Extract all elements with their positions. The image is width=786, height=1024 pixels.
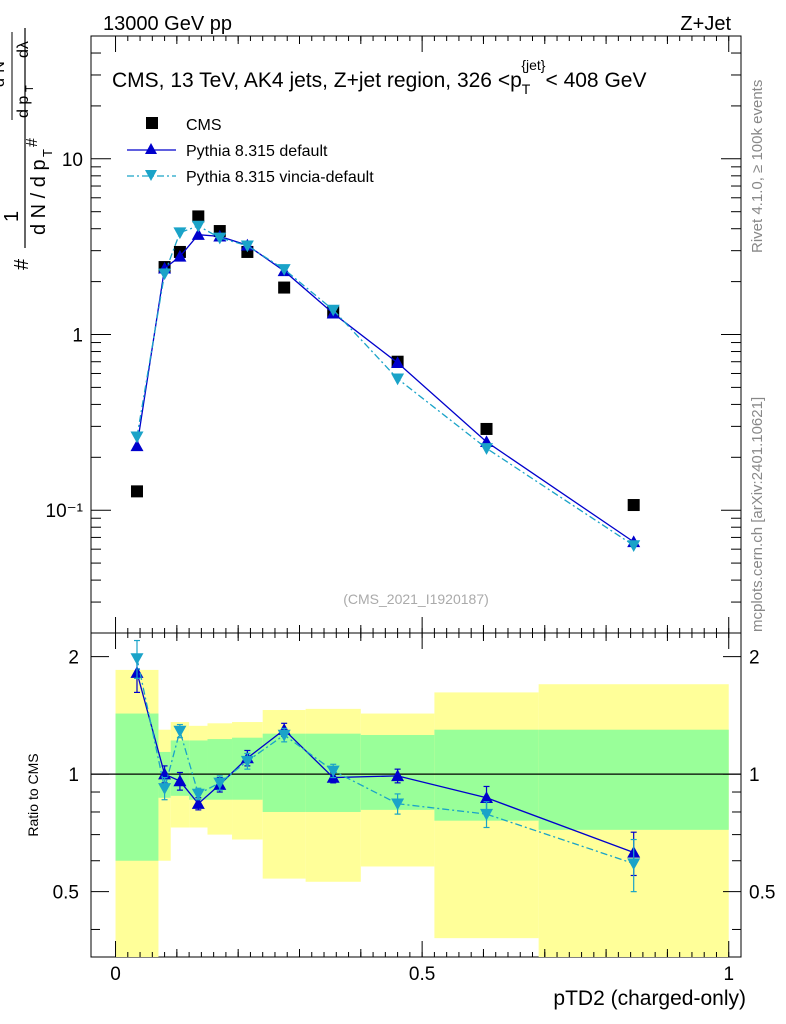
- svg-text:#: #: [11, 258, 33, 270]
- analysis-watermark: (CMS_2021_I1920187): [343, 591, 489, 607]
- header-right-label: Z+Jet: [680, 13, 731, 35]
- vincia-ratio-point: [391, 798, 405, 811]
- ratio-band-green: [538, 729, 729, 830]
- ratio-y-tick-label: 0.5: [53, 883, 79, 904]
- main-series-curves: [130, 210, 641, 552]
- vincia-data-point: [326, 304, 340, 317]
- vincia-data-point: [213, 232, 227, 245]
- default-data-point: [191, 228, 205, 240]
- default-ratio-point: [191, 797, 205, 809]
- legend-marker-cms: [146, 117, 158, 129]
- ratio-y-tick-label-right: 0.5: [749, 883, 775, 904]
- legend-marker-default: [145, 143, 157, 154]
- vincia-data-point: [191, 220, 205, 233]
- default-ratio-point: [391, 769, 405, 782]
- x-axis-label: pTD2 (charged-only): [553, 987, 746, 1010]
- cms-data-point: [130, 485, 143, 498]
- vincia-data-point: [277, 264, 291, 276]
- vincia-ratio-point: [240, 755, 254, 768]
- ratio-y-tick-label: 2: [68, 648, 79, 669]
- mcplots-label: mcplots.cern.ch [arXiv:2401.10621]: [749, 397, 766, 632]
- ratio-band-green: [262, 733, 306, 812]
- cms-data-point: [480, 422, 493, 435]
- svg-text:d²N: d²N: [0, 61, 8, 87]
- vincia-data-point: [173, 227, 187, 240]
- vincia-ratio-point: [326, 765, 340, 778]
- default-ratio-point: [173, 774, 187, 787]
- vincia-ratio-point: [158, 783, 172, 795]
- main-y-tick-label: 10: [62, 150, 83, 171]
- default-ratio-point: [480, 791, 494, 803]
- ratio-band-green: [115, 713, 159, 861]
- ratio-uncertainty-bands: [91, 669, 741, 957]
- ratio-band-green: [170, 740, 190, 796]
- svg-text:T: T: [40, 149, 55, 157]
- svg-text:d p: d p: [15, 96, 32, 118]
- ratio-series-curves: [130, 639, 641, 893]
- vincia-data-point: [391, 373, 405, 386]
- ratio-band-green: [189, 740, 208, 800]
- svg-text:T: T: [24, 85, 36, 92]
- main-y-tick-label: 10⁻¹: [46, 501, 84, 522]
- svg-text:#: #: [24, 138, 41, 147]
- main-y-tick-label: 1: [72, 326, 83, 347]
- vincia-data-point: [240, 240, 254, 253]
- rivet-version-label: Rivet 4.1.0, ≥ 100k events: [749, 80, 766, 253]
- legend: CMS Pythia 8.315 default Pythia 8.315 vi…: [127, 117, 374, 186]
- ratio-plot-frame: [90, 632, 742, 958]
- vincia-data-point: [627, 540, 641, 552]
- axis-ticks: 0 0.5 1 10⁻¹ 1 10 0.5 0.5 1 1 2 2: [46, 35, 775, 985]
- vincia-ratio-point: [213, 777, 227, 790]
- svg-text:1: 1: [1, 211, 23, 222]
- default-data-point: [173, 249, 187, 262]
- cms-data-point: [278, 281, 291, 294]
- vincia-ratio-point: [277, 729, 291, 742]
- svg-text:d N / d p: d N / d p: [28, 159, 50, 235]
- ratio-y-axis-label: Ratio to CMS: [25, 753, 41, 836]
- default-data-point: [391, 356, 405, 369]
- vincia-ratio-point: [627, 858, 641, 871]
- vincia-curve-line: [136, 225, 635, 546]
- legend-marker-vincia: [145, 170, 157, 181]
- cms-data-point: [627, 499, 640, 512]
- default-data-point: [130, 439, 144, 452]
- vincia-data-point: [158, 268, 172, 281]
- vincia-ratio-point: [173, 725, 187, 738]
- vincia-ratio-point: [480, 808, 494, 821]
- x-tick-label: 1: [723, 964, 734, 985]
- header-left-label: 13000 GeV pp: [103, 13, 232, 35]
- vincia-data-point: [480, 443, 494, 455]
- vincia-ratio-point: [130, 653, 144, 665]
- legend-label-cms: CMS: [186, 117, 222, 134]
- default-curve-line: [136, 233, 635, 543]
- cms-data-point: [192, 210, 205, 223]
- ratio-y-tick-label-right: 2: [749, 648, 760, 669]
- x-tick-label: 0: [110, 964, 121, 985]
- vincia-data-point: [130, 431, 144, 444]
- legend-label-vincia: Pythia 8.315 vincia-default: [186, 169, 374, 186]
- main-plot-title: CMS, 13 TeV, AK4 jets, Z+jet region, 326…: [112, 57, 646, 97]
- ratio-y-tick-label: 1: [68, 765, 79, 786]
- vincia-ratio-point: [191, 788, 205, 801]
- main-y-axis-label: # 1 d N / d p T # d²N d p T dλ: [0, 28, 55, 270]
- svg-text:dλ: dλ: [15, 41, 32, 58]
- ratio-y-tick-label-right: 1: [749, 765, 760, 786]
- x-tick-label: 0.5: [409, 964, 435, 985]
- legend-label-default: Pythia 8.315 default: [186, 143, 328, 160]
